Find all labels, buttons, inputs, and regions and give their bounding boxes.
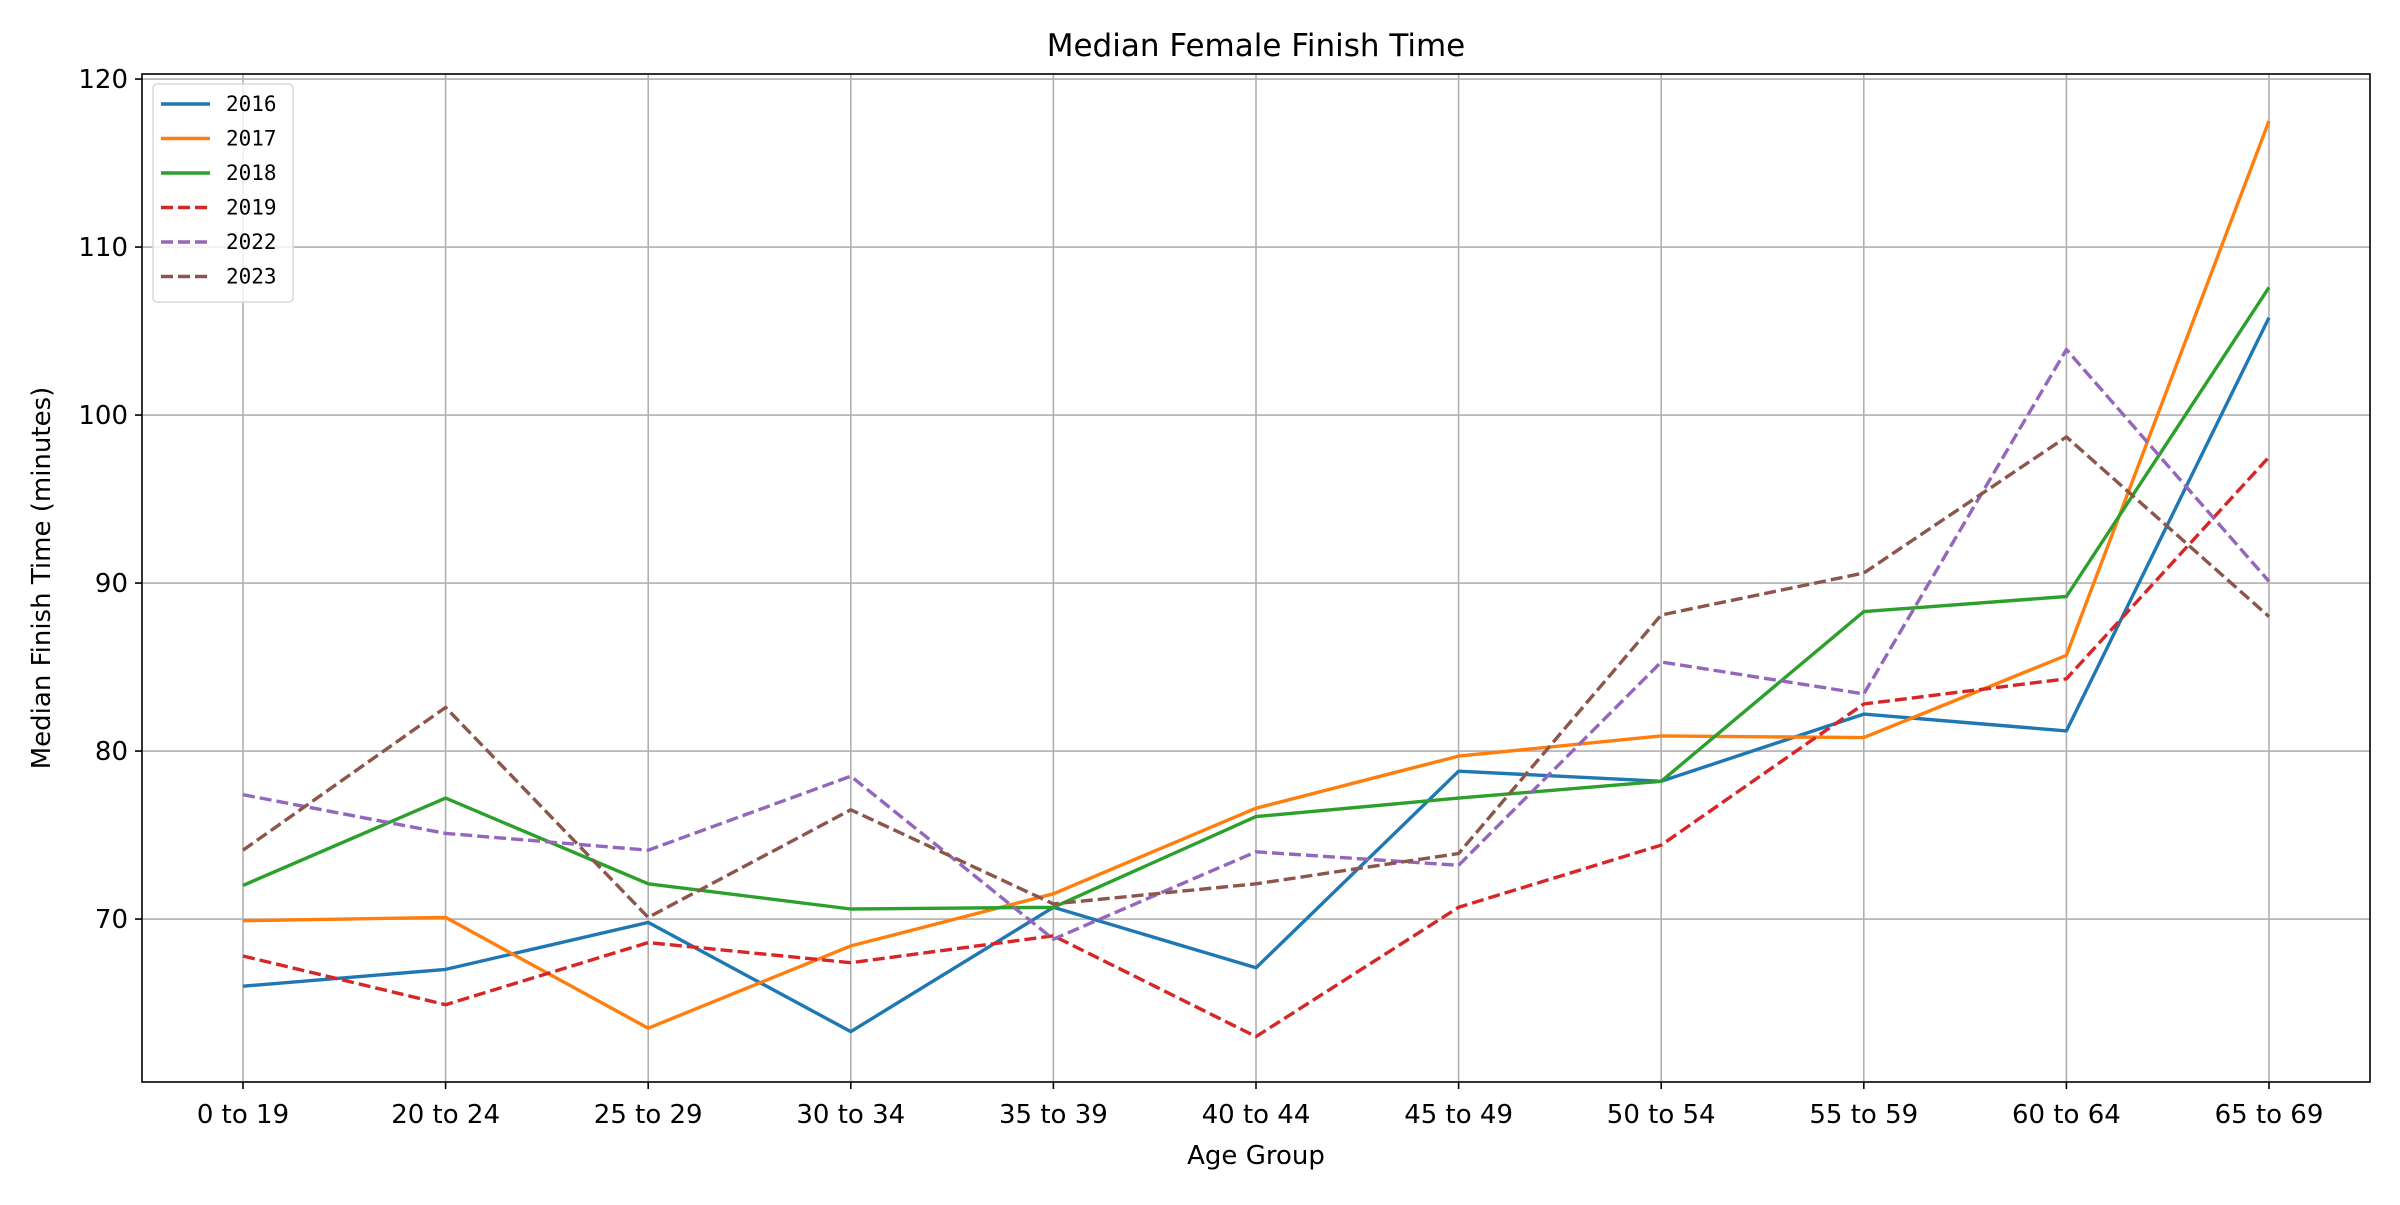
- x-tick-label: 40 to 44: [1202, 1100, 1311, 1130]
- y-tick-label: 90: [95, 569, 128, 599]
- x-axis-label: Age Group: [1187, 1141, 1325, 1171]
- series-line-2022: [242, 347, 2271, 941]
- x-tick-label: 45 to 49: [1404, 1100, 1513, 1130]
- y-tick-label: 100: [78, 401, 128, 431]
- series-lines: [242, 120, 2271, 1039]
- legend-label-2018: 2018: [226, 161, 277, 185]
- chart-title: Median Female Finish Time: [1047, 28, 1466, 64]
- x-tick-label: 50 to 54: [1607, 1100, 1716, 1130]
- series-line-2017: [242, 120, 2271, 1030]
- legend-label-2016: 2016: [226, 92, 277, 116]
- x-tick-label: 20 to 24: [391, 1100, 500, 1130]
- legend-label-2019: 2019: [226, 196, 277, 220]
- series-line-2019: [242, 455, 2271, 1039]
- grid: [142, 74, 2370, 1082]
- y-axis-label: Median Finish Time (minutes): [27, 387, 57, 770]
- x-tick-label: 25 to 29: [594, 1100, 703, 1130]
- legend: 2016 2017 2018 2019 2022 2023: [152, 83, 294, 303]
- x-tick-label: 60 to 64: [2012, 1100, 2121, 1130]
- x-tick-label: 55 to 59: [1809, 1100, 1918, 1130]
- y-axis: 70 80 90 100 110 120: [78, 65, 142, 935]
- x-tick-label: 0 to 19: [197, 1100, 289, 1130]
- x-tick-label: 35 to 39: [999, 1100, 1108, 1130]
- y-tick-label: 110: [78, 233, 128, 263]
- legend-label-2023: 2023: [226, 265, 277, 289]
- y-tick-label: 120: [78, 65, 128, 95]
- x-axis: 0 to 19 20 to 24 25 to 29 30 to 34 35 to 39 4…: [197, 1082, 2324, 1130]
- legend-label-2022: 2022: [226, 230, 277, 254]
- x-tick-label: 30 to 34: [796, 1100, 905, 1130]
- y-tick-label: 80: [95, 737, 128, 767]
- x-tick-label: 65 to 69: [2215, 1100, 2324, 1130]
- series-line-2018: [242, 286, 2271, 911]
- series-line-2016: [242, 316, 2271, 1034]
- y-tick-label: 70: [95, 905, 128, 935]
- series-line-2023: [242, 435, 2271, 920]
- legend-label-2017: 2017: [226, 127, 277, 151]
